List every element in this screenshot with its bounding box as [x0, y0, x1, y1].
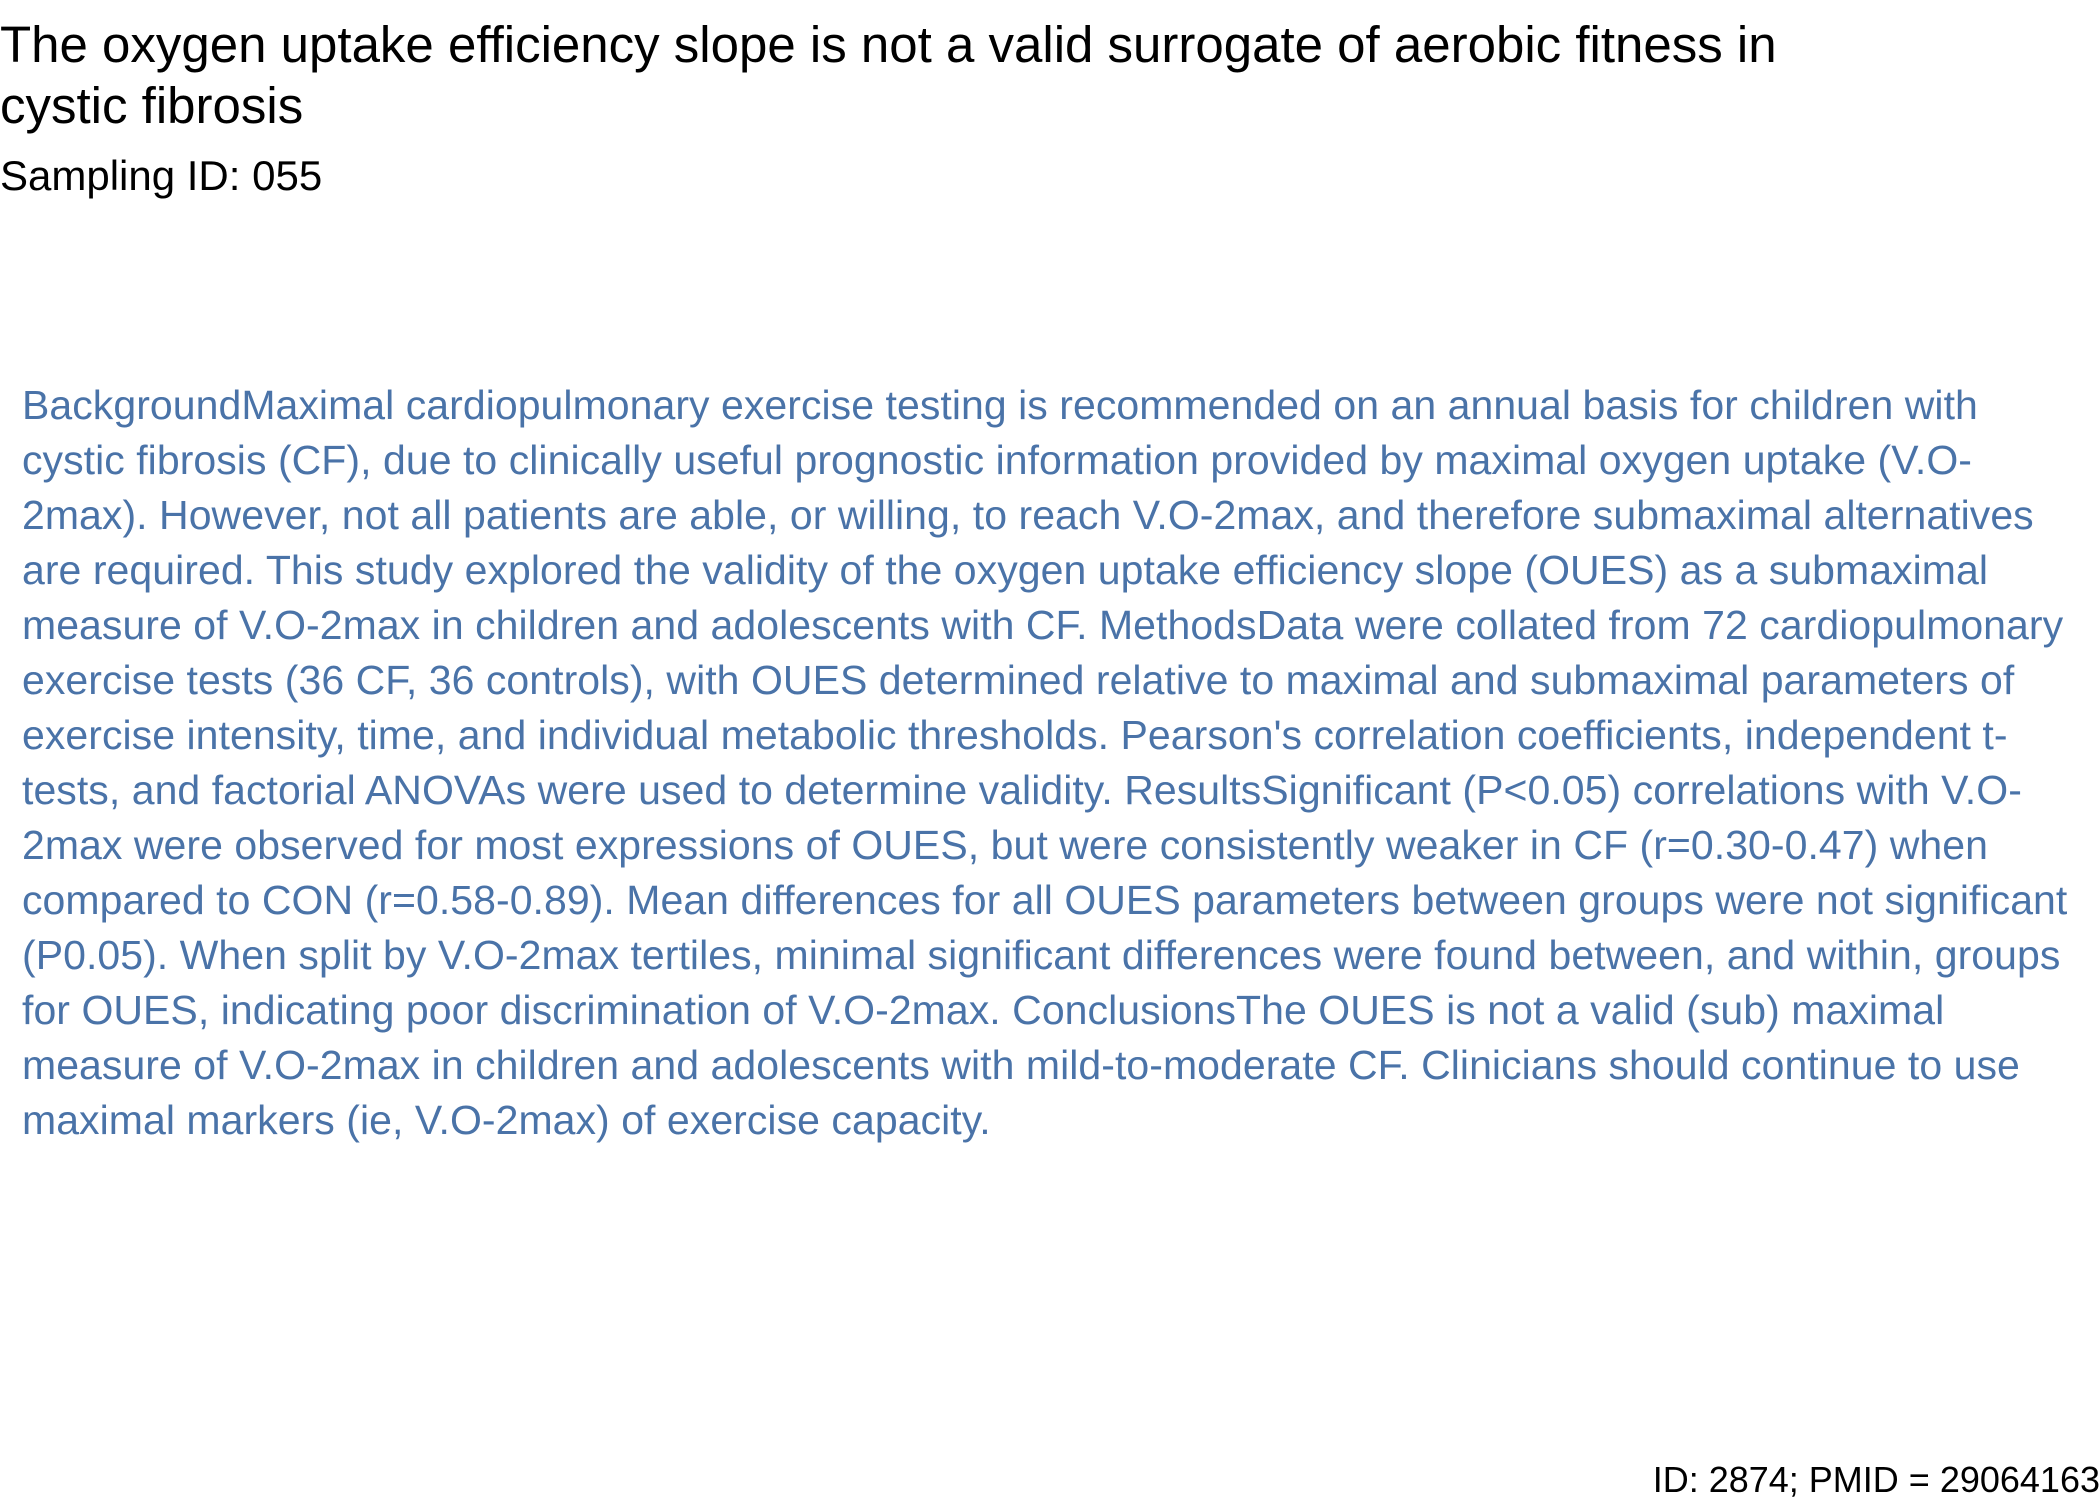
- footer-id: ID: 2874; PMID = 29064163: [1652, 1459, 2100, 1500]
- paper-title: The oxygen uptake efficiency slope is no…: [0, 16, 1777, 134]
- abstract-text: BackgroundMaximal cardiopulmonary exerci…: [22, 382, 2068, 1143]
- sampling-id: Sampling ID: 055: [0, 152, 323, 199]
